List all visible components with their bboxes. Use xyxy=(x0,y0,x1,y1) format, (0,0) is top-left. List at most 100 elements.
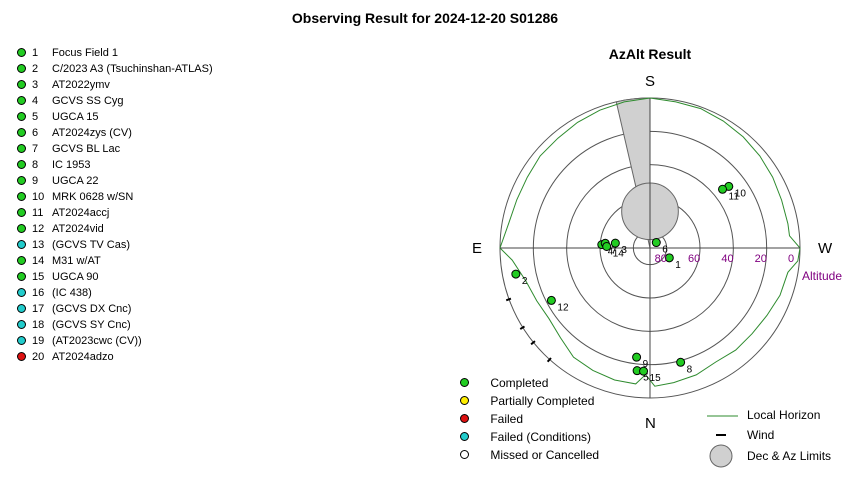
target-point xyxy=(676,357,686,367)
direction-label-bottom: N xyxy=(645,415,656,432)
target-row: 8 IC 1953 xyxy=(17,157,213,173)
target-name: (IC 438) xyxy=(52,287,92,299)
status-dot xyxy=(17,303,26,313)
target-point-label: 11 xyxy=(729,191,740,202)
legend-failed-label: Failed xyxy=(490,412,524,426)
wind-mark xyxy=(505,297,512,302)
target-row: 16 (IC 438) xyxy=(17,285,213,301)
status-dot xyxy=(17,239,26,249)
target-point xyxy=(610,238,620,248)
target-point-label: 5 xyxy=(643,373,649,384)
target-point-label: 7 xyxy=(611,245,617,256)
target-name: Focus Field 1 xyxy=(52,47,119,59)
target-row: 2 C/2023 A3 (Tsuchinshan-ATLAS) xyxy=(17,61,213,77)
legend-failed-conditions: Failed (Conditions) xyxy=(460,430,591,444)
target-name: AT2022ymv xyxy=(52,79,110,91)
target-number: 3 xyxy=(32,79,39,91)
status-dot xyxy=(17,143,26,153)
target-row: 12 AT2024vid xyxy=(17,221,213,237)
target-name: M31 w/AT xyxy=(52,255,101,267)
target-row: 13 (GCVS TV Cas) xyxy=(17,237,213,253)
target-point xyxy=(664,253,674,263)
target-row: 11 AT2024accj xyxy=(17,205,213,221)
target-name: GCVS SS Cyg xyxy=(52,95,124,107)
target-number: 17 xyxy=(32,303,45,315)
status-dot xyxy=(17,63,26,73)
target-name: AT2024adzo xyxy=(52,351,114,363)
target-number: 1 xyxy=(32,47,39,59)
target-point xyxy=(651,238,661,248)
target-point-label: 10 xyxy=(735,188,747,199)
target-number: 10 xyxy=(32,191,45,203)
legend-missed: Missed or Cancelled xyxy=(460,448,599,462)
target-name: AT2024accj xyxy=(52,207,110,219)
status-dot xyxy=(17,111,26,121)
target-point-label: 6 xyxy=(662,245,668,256)
target-name: GCVS BL Lac xyxy=(52,143,121,155)
target-point-label: 3 xyxy=(621,245,627,256)
status-dot xyxy=(17,319,26,329)
status-dot xyxy=(17,79,26,89)
direction-label-top: S xyxy=(645,73,655,90)
direction-label-left: E xyxy=(472,240,482,257)
legend-completed: Completed xyxy=(460,376,548,390)
target-point-label: 1 xyxy=(675,260,681,271)
target-number: 18 xyxy=(32,319,45,331)
target-row: 3 AT2022ymv xyxy=(17,77,213,93)
target-name: AT2024vid xyxy=(52,223,104,235)
target-name: MRK 0628 w/SN xyxy=(52,191,134,203)
chart-title: AzAlt Result xyxy=(608,46,692,62)
target-point xyxy=(546,295,556,305)
target-row: 19 (AT2023cwc (CV)) xyxy=(17,333,213,349)
legend-completed-dot xyxy=(460,378,469,388)
target-point-label: 12 xyxy=(557,302,569,313)
target-point xyxy=(632,352,642,362)
target-row: 15 UGCA 90 xyxy=(17,269,213,285)
status-dot xyxy=(17,351,26,361)
altitude-axis-label: Altitude xyxy=(802,269,842,283)
target-list: 1 Focus Field 1 2 C/2023 A3 (Tsuchinshan-AT… xyxy=(17,45,213,365)
altitude-tick-label: 20 xyxy=(755,253,767,265)
local-horizon-line xyxy=(499,97,801,387)
target-point-label: 4 xyxy=(608,247,614,258)
target-number: 19 xyxy=(32,335,45,347)
altitude-tick-label: 60 xyxy=(688,253,700,265)
legend-symbols xyxy=(707,415,738,468)
target-row: 9 UGCA 22 xyxy=(17,173,213,189)
target-row: 7 GCVS BL Lac xyxy=(17,141,213,157)
legend-completed-label: Completed xyxy=(490,376,549,390)
target-number: 5 xyxy=(32,111,39,123)
target-name: (GCVS TV Cas) xyxy=(52,239,131,251)
status-dot xyxy=(17,207,26,217)
legend-limits-circle xyxy=(709,444,733,468)
target-number: 13 xyxy=(32,239,45,251)
target-name: UGCA 90 xyxy=(52,271,99,283)
target-row: 1 Focus Field 1 xyxy=(17,45,213,61)
target-name: UGCA 22 xyxy=(52,175,99,187)
target-number: 9 xyxy=(32,175,39,187)
target-number: 12 xyxy=(32,223,45,235)
target-point-label: 15 xyxy=(650,373,662,384)
altitude-tick-label: 80 xyxy=(655,253,667,265)
legend-limits-label: Dec & Az Limits xyxy=(747,449,832,463)
target-number: 15 xyxy=(32,271,45,283)
target-number: 20 xyxy=(32,351,45,363)
legend-local-horizon-label: Local Horizon xyxy=(747,408,821,422)
target-point xyxy=(602,241,612,251)
target-row: 5 UGCA 15 xyxy=(17,109,213,125)
altitude-tick-labels: 80 60 40 20 0 xyxy=(655,253,794,265)
wind-mark xyxy=(530,340,536,346)
target-row: 10 MRK 0628 w/SN xyxy=(17,189,213,205)
target-number: 11 xyxy=(32,207,44,219)
target-number: 2 xyxy=(32,63,39,75)
legend-missed-dot xyxy=(460,450,469,460)
legend-failed-dot xyxy=(460,414,469,424)
legend-wind-label: Wind xyxy=(747,428,775,442)
target-number: 14 xyxy=(32,255,45,267)
status-dot xyxy=(17,255,26,265)
wind-mark xyxy=(546,357,552,363)
legend-missed-label: Missed or Cancelled xyxy=(490,448,600,462)
target-point-label: 14 xyxy=(613,248,625,259)
target-name: (GCVS SY Cnc) xyxy=(52,319,131,331)
target-name: (GCVS DX Cnc) xyxy=(52,303,132,315)
